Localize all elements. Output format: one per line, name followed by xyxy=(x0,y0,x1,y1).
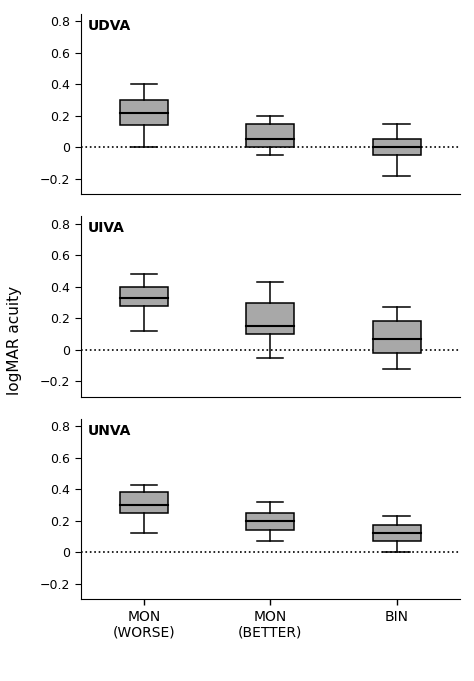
Text: UDVA: UDVA xyxy=(88,19,131,33)
Bar xyxy=(373,526,420,541)
Bar xyxy=(120,100,168,125)
Text: UNVA: UNVA xyxy=(88,424,132,438)
Bar xyxy=(373,140,420,155)
Text: logMAR acuity: logMAR acuity xyxy=(7,286,22,395)
Bar xyxy=(246,302,294,334)
Bar xyxy=(120,492,168,513)
Bar xyxy=(120,287,168,306)
Text: UIVA: UIVA xyxy=(88,221,125,236)
Bar xyxy=(246,513,294,530)
Bar xyxy=(246,124,294,147)
Bar xyxy=(373,321,420,353)
